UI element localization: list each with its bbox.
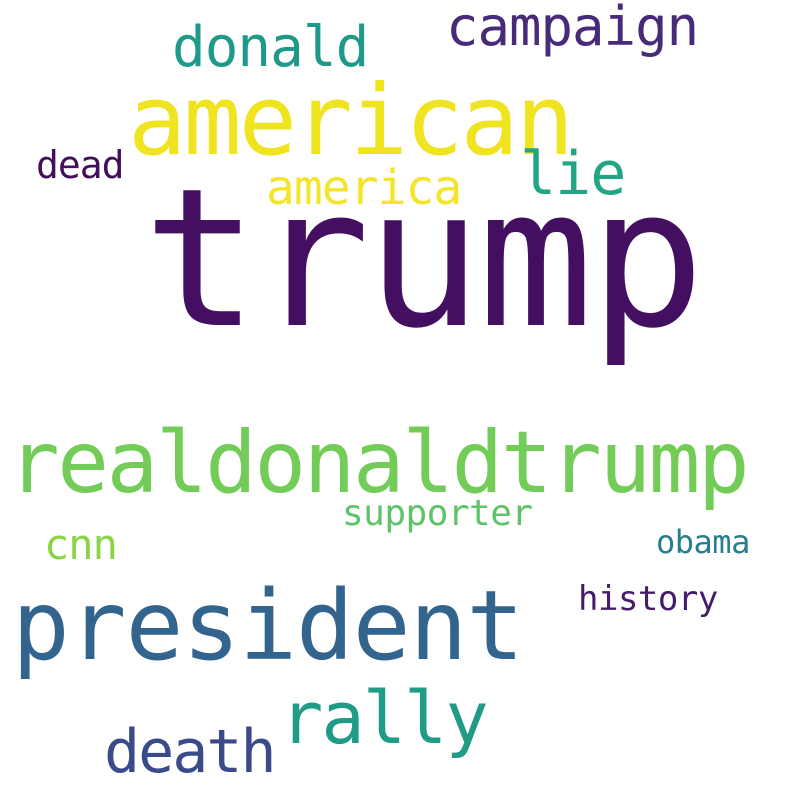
word-donald: donald bbox=[172, 15, 369, 80]
word-trump: trump bbox=[143, 148, 705, 371]
word-cnn: cnn bbox=[44, 520, 118, 569]
word-lie: lie bbox=[520, 139, 626, 209]
word-dead: dead bbox=[36, 143, 125, 187]
word-history: history bbox=[578, 579, 718, 619]
word-obama: obama bbox=[656, 523, 750, 561]
word-supporter: supporter bbox=[342, 493, 533, 534]
word-america: america bbox=[266, 160, 462, 216]
word-death: death bbox=[104, 717, 277, 787]
word-president: president bbox=[12, 570, 524, 682]
word-campaign: campaign bbox=[446, 0, 699, 58]
word-american: american bbox=[128, 64, 574, 177]
word-realdonaldtrump: realdonaldtrump bbox=[8, 413, 750, 513]
word-rally: rally bbox=[280, 676, 489, 760]
